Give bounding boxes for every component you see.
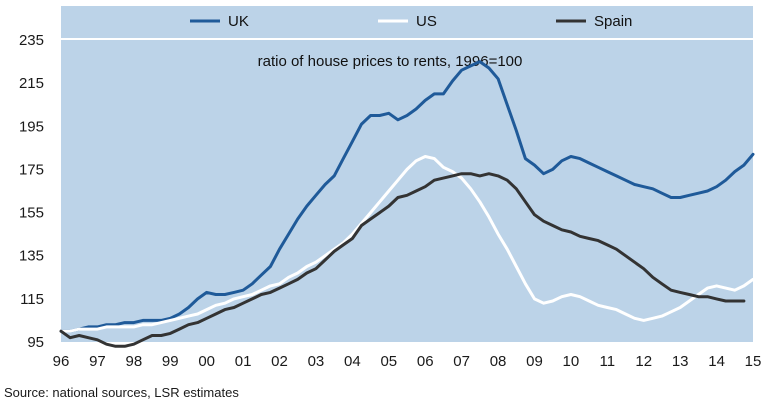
x-tick-label: 99 bbox=[162, 353, 179, 370]
x-tick-label: 97 bbox=[89, 353, 106, 370]
x-tick-label: 04 bbox=[344, 353, 361, 370]
x-tick-label: 98 bbox=[125, 353, 142, 370]
x-tick-label: 01 bbox=[235, 353, 252, 370]
x-tick-label: 10 bbox=[563, 353, 580, 370]
x-tick-label: 14 bbox=[708, 353, 725, 370]
x-tick-label: 12 bbox=[635, 353, 652, 370]
y-tick-label: 175 bbox=[19, 161, 44, 178]
x-tick-label: 07 bbox=[453, 353, 470, 370]
x-tick-label: 13 bbox=[672, 353, 689, 370]
series-lines bbox=[59, 60, 755, 348]
y-tick-label: 95 bbox=[27, 334, 44, 351]
y-axis: 95 115 135 155 175 195 215 235 bbox=[19, 32, 44, 351]
x-tick-label: 06 bbox=[417, 353, 434, 370]
x-tick-label: 05 bbox=[380, 353, 397, 370]
y-tick-label: 195 bbox=[19, 118, 44, 135]
legend: UK US Spain bbox=[190, 13, 632, 30]
series-line-spain bbox=[59, 172, 746, 348]
plot-area bbox=[61, 40, 753, 342]
legend-label-uk: UK bbox=[228, 13, 249, 30]
x-tick-label: 09 bbox=[526, 353, 543, 370]
y-tick-label: 235 bbox=[19, 32, 44, 49]
x-tick-label: 08 bbox=[490, 353, 507, 370]
y-tick-label: 215 bbox=[19, 75, 44, 92]
x-tick-label: 15 bbox=[745, 353, 762, 370]
series-line-us bbox=[59, 155, 755, 333]
x-tick-label: 03 bbox=[308, 353, 325, 370]
y-tick-label: 135 bbox=[19, 248, 44, 265]
series-line-uk bbox=[59, 60, 755, 333]
y-tick-label: 115 bbox=[20, 291, 44, 308]
x-axis: 96 97 98 99 00 01 02 03 04 05 06 07 08 09 10 11 12 13 14 15 bbox=[53, 353, 762, 370]
x-tick-label: 96 bbox=[53, 353, 70, 370]
source-note: Source: national sources, LSR estimates bbox=[4, 385, 239, 400]
legend-label-spain: Spain bbox=[594, 13, 632, 30]
y-tick-label: 155 bbox=[19, 205, 44, 222]
chart-title: ratio of house prices to rents, 1996=100 bbox=[258, 53, 523, 70]
x-tick-label: 11 bbox=[600, 353, 616, 370]
legend-label-us: US bbox=[416, 13, 437, 30]
x-tick-label: 00 bbox=[198, 353, 215, 370]
x-tick-label: 02 bbox=[271, 353, 288, 370]
